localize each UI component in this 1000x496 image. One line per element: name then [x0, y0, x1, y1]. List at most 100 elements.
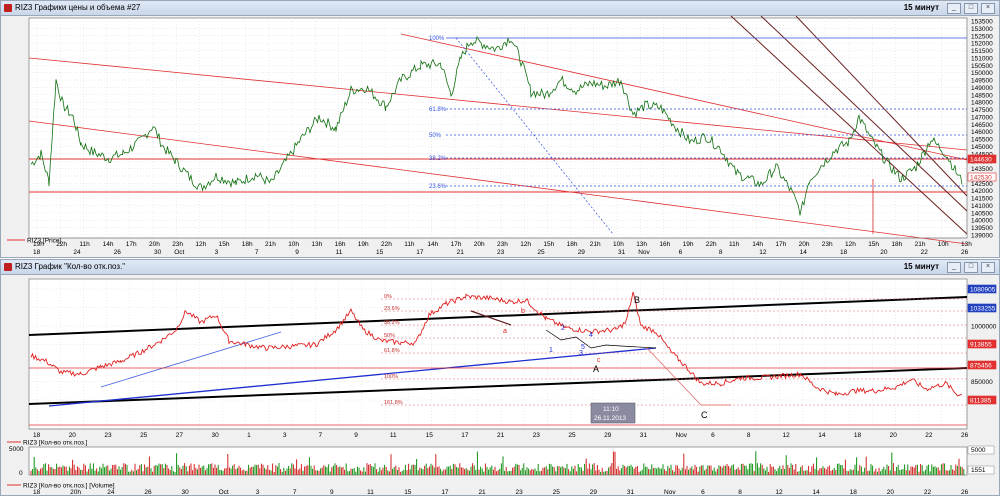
price-time-label: 16h	[335, 241, 346, 248]
price-date-label: 17	[416, 249, 424, 256]
price-fib-label: 50%	[429, 133, 442, 139]
volume-legend-label: RIZ3 [Кол-во отк.поз.] [Volume]	[23, 483, 115, 490]
price-axis-label: 142000	[971, 188, 993, 195]
price-date-label: 15	[376, 249, 384, 256]
volume-tag	[967, 445, 995, 455]
oi-date-label: 8	[747, 432, 751, 439]
oi-date-label: 1	[247, 432, 251, 439]
price-time-label: 16h	[659, 241, 670, 248]
oi-chart[interactable]: 1100000105000010000009500009000008500008…	[1, 275, 999, 496]
price-date-label: 20	[880, 249, 888, 256]
price-axis-label: 151500	[971, 48, 993, 55]
price-axis-label: 145000	[971, 144, 993, 151]
app-icon	[4, 4, 12, 12]
oi-wave-label: C	[701, 410, 708, 420]
price-axis-label: 151000	[971, 55, 993, 62]
volume-date-label: 29	[590, 489, 598, 496]
oi-tag	[967, 339, 997, 349]
price-time-label: 22h	[706, 241, 717, 248]
volume-date-label: 23	[516, 489, 524, 496]
price-axis-label: 152000	[971, 41, 993, 48]
oi-date-label: 22	[925, 432, 933, 439]
oi-date-label: 26	[961, 432, 969, 439]
price-fib-label: 61.8%	[429, 107, 447, 113]
price-axis-label: 145500	[971, 137, 993, 144]
close-icon[interactable]: ×	[981, 3, 995, 14]
oi-cursor-tooltip	[590, 402, 636, 424]
price-axis-label: 152500	[971, 33, 993, 40]
minimize-icon-2[interactable]: _	[947, 262, 961, 273]
price-axis-label: 148500	[971, 92, 993, 99]
oi-wave-label: a	[503, 328, 507, 335]
oi-date-label: 18	[854, 432, 862, 439]
price-time-label: 20h	[474, 241, 485, 248]
price-axis-label: 148000	[971, 100, 993, 107]
volume-date-label: 26	[144, 489, 152, 496]
price-time-label: 17h	[126, 241, 137, 248]
price-time-label: 19h	[358, 241, 369, 248]
oi-fib-label: 161.8%	[384, 400, 403, 406]
volume-date-label: 30	[181, 489, 189, 496]
oi-window-titlebar[interactable]: RIZ3 График "Кол-во отк.поз." 15 минут _…	[1, 260, 999, 275]
price-axis-label: 153500	[971, 19, 993, 26]
oi-fib-label: 61.8%	[384, 348, 400, 354]
price-time-label: 17h	[451, 241, 462, 248]
price-window-titlebar[interactable]: RIZ3 Графики цены и объема #27 15 минут …	[1, 1, 999, 16]
price-date-label: 24	[73, 249, 81, 256]
oi-date-label: 20	[69, 432, 77, 439]
price-chart[interactable]: 1535001530001525001520001515001510001505…	[1, 16, 999, 258]
oi-date-label: 18	[33, 432, 41, 439]
oi-date-label: 20	[890, 432, 898, 439]
price-date-label: 30	[154, 249, 162, 256]
price-time-label: 12h	[195, 241, 206, 248]
oi-fib-label: 50%	[384, 333, 395, 339]
oi-date-label: 12	[783, 432, 791, 439]
volume-date-label: 8	[738, 489, 742, 496]
volume-date-label: 20	[887, 489, 895, 496]
price-time-label: 11h	[79, 241, 90, 248]
price-axis-label: 141000	[971, 203, 993, 210]
oi-date-label: 15	[426, 432, 434, 439]
price-date-label: 12	[759, 249, 767, 256]
price-time-label: 21h	[915, 241, 926, 248]
price-window-title: RIZ3 Графики цены и объема #27	[15, 3, 141, 12]
volume-date-label: 7	[293, 489, 297, 496]
price-axis-label: 141500	[971, 196, 993, 203]
volume-tag-label: 5000	[971, 447, 986, 454]
oi-tag-label: 875456	[970, 363, 992, 370]
price-axis-label: 140500	[971, 210, 993, 217]
maximize-icon[interactable]: □	[964, 3, 978, 14]
volume-date-label: Nov	[664, 489, 676, 496]
oi-date-label: 17	[461, 432, 469, 439]
oi-tag	[967, 360, 997, 370]
price-date-label: 3	[215, 249, 219, 256]
price-date-label: 31	[618, 249, 626, 256]
price-time-label: 22h	[381, 241, 392, 248]
volume-date-label: 11	[367, 489, 374, 496]
price-time-label: 18h	[891, 241, 902, 248]
maximize-icon-2[interactable]: □	[964, 262, 978, 273]
price-date-label: 11	[336, 249, 343, 256]
oi-wave-label: 2	[561, 325, 565, 332]
oi-wave-label: 3	[579, 350, 583, 357]
price-fib-label: 38.2%	[429, 156, 447, 162]
volume-date-label: 14	[813, 489, 821, 496]
price-time-label: 14h	[752, 241, 763, 248]
price-axis-label: 146500	[971, 122, 993, 129]
oi-fib-label: 100%	[384, 374, 398, 380]
price-chart-window: RIZ3 Графики цены и объема #27 15 минут …	[0, 0, 1000, 258]
price-date-label: 18	[840, 249, 848, 256]
price-axis-label: 150000	[971, 70, 993, 77]
minimize-icon[interactable]: _	[947, 3, 961, 14]
oi-blue-thin-line	[100, 331, 282, 388]
oi-date-label: 25	[568, 432, 576, 439]
volume-date-label: 31	[627, 489, 635, 496]
volume-date-label: 3	[256, 489, 260, 496]
volume-tag	[967, 465, 995, 475]
close-icon-2[interactable]: ×	[981, 262, 995, 273]
price-time-label: 18h	[567, 241, 578, 248]
price-date-label: 23	[497, 249, 505, 256]
price-steep-channel-line	[795, 16, 968, 197]
price-time-label: 12h	[520, 241, 531, 248]
price-date-label: 6	[679, 249, 683, 256]
